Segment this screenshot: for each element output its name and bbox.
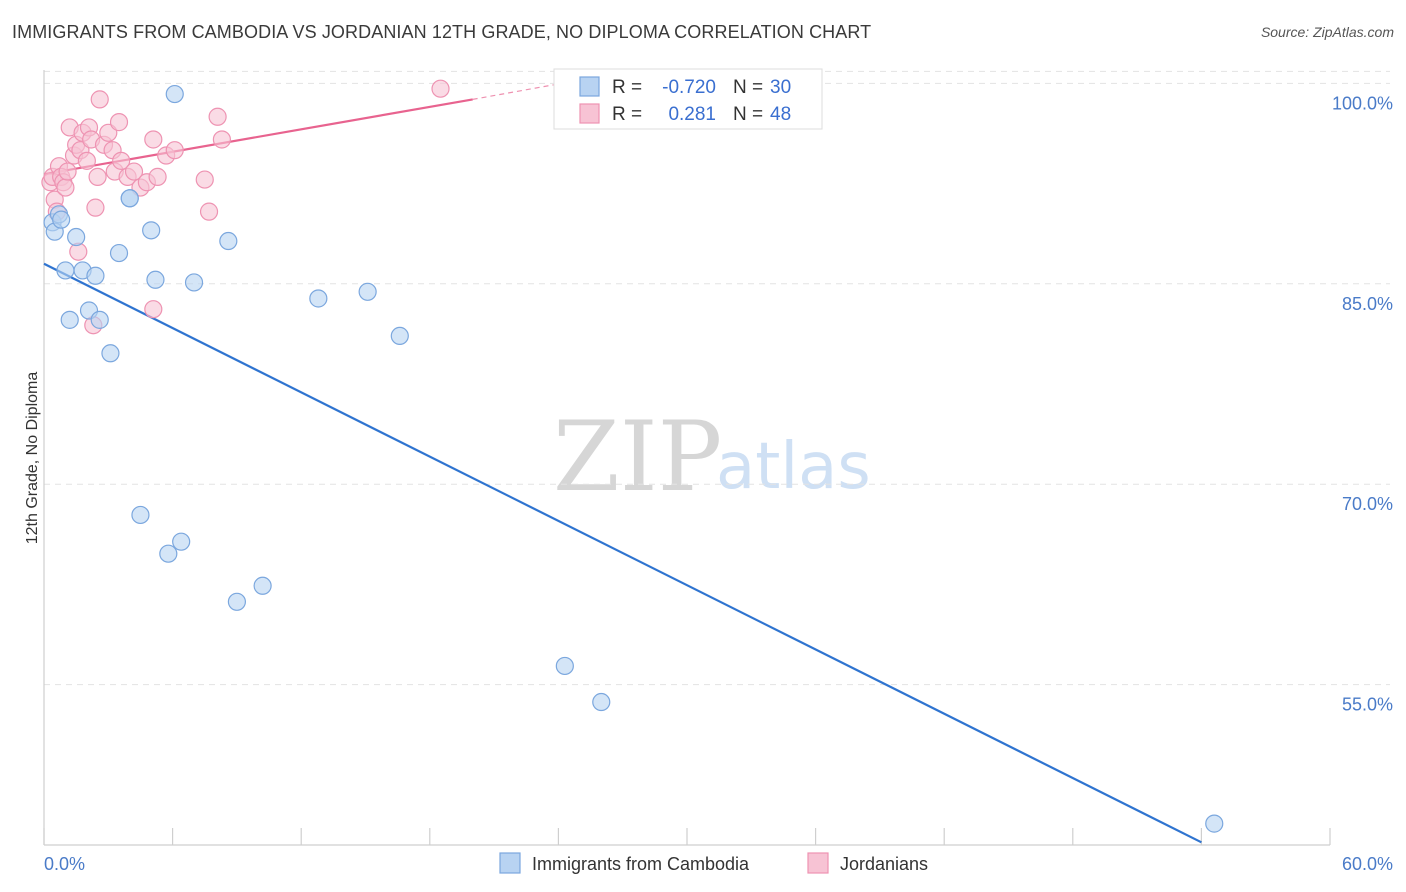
blue-data-point: [60, 310, 79, 329]
y-tick-label: 55.0%: [1342, 695, 1393, 715]
chart-title: IMMIGRANTS FROM CAMBODIA VS JORDANIAN 12…: [12, 22, 872, 42]
blue-data-point: [131, 505, 150, 525]
pink-data-point: [199, 202, 219, 221]
blue-data-point: [253, 576, 272, 595]
blue-data-point: [358, 282, 377, 301]
x-tick-label-max: 60.0%: [1342, 854, 1393, 874]
blue-data-point: [219, 231, 238, 251]
stats-legend: R = -0.720 N = 30 R = 0.281 N = 48: [553, 68, 823, 130]
legend-r-value-1: -0.720: [662, 77, 716, 98]
pink-data-point: [195, 170, 214, 189]
pink-data-point: [86, 198, 105, 217]
blue-data-point: [1205, 814, 1224, 833]
gridlines: [44, 70, 1390, 686]
legend-n-value-2: 48: [770, 104, 791, 125]
blue-data-point: [142, 221, 161, 240]
pink-data-point: [144, 130, 163, 149]
x-tick-label-min: 0.0%: [44, 854, 85, 874]
jordanians-points: [41, 79, 450, 335]
blue-data-point: [184, 273, 204, 292]
legend-r-label-2: R =: [612, 104, 642, 125]
series-legend-swatch-blue: [499, 852, 521, 874]
blue-data-point: [120, 189, 139, 208]
legend-n-label-1: N =: [733, 77, 763, 98]
blue-data-point: [52, 210, 71, 229]
blue-data-point: [159, 544, 178, 563]
legend-swatch-pink: [579, 103, 600, 124]
blue-data-point: [592, 692, 611, 712]
pink-data-point: [124, 162, 144, 181]
pink-data-point: [99, 123, 118, 142]
cambodia-points: [43, 84, 1224, 833]
pink-trend-extension: [472, 81, 570, 100]
pink-data-point: [56, 178, 75, 197]
blue-data-point: [172, 532, 191, 551]
watermark-atlas: atlas: [716, 430, 871, 504]
blue-data-point: [109, 243, 129, 263]
blue-data-point: [90, 310, 109, 329]
watermark-zip: ZIP: [553, 401, 722, 513]
pink-data-point: [431, 79, 450, 98]
pink-data-point: [112, 151, 131, 170]
blue-data-point: [101, 344, 120, 363]
legend-r-value-2: 0.281: [668, 104, 716, 125]
pink-data-point: [208, 107, 227, 126]
pink-data-point: [165, 141, 184, 160]
y-tick-label: 85.0%: [1342, 294, 1393, 314]
legend-r-label-1: R =: [612, 77, 642, 98]
pink-data-point: [77, 151, 96, 170]
pink-data-point: [144, 300, 163, 319]
pink-data-point: [58, 162, 77, 181]
legend-n-label-2: N =: [733, 104, 763, 125]
pink-data-point: [88, 167, 107, 186]
series-legend-label-jordanians: Jordanians: [840, 854, 928, 874]
y-axis-title: 12th Grade, No Diploma: [24, 372, 41, 545]
blue-data-point: [67, 227, 86, 247]
blue-data-point: [146, 270, 165, 289]
series-legend-swatch-pink: [807, 852, 829, 874]
pink-data-point: [148, 167, 167, 186]
blue-data-point: [227, 592, 246, 611]
blue-data-point: [86, 266, 105, 285]
x-ticks: [43, 828, 1331, 845]
blue-data-point: [165, 84, 184, 104]
legend-n-value-1: 30: [770, 77, 791, 98]
blue-data-point: [309, 289, 328, 308]
blue-data-point: [390, 326, 409, 346]
blue-data-point: [56, 261, 75, 280]
series-legend: Immigrants from Cambodia Jordanians: [499, 852, 928, 874]
blue-trend-line: [43, 262, 1202, 844]
chart-source: Source: ZipAtlas.com: [1260, 24, 1394, 40]
pink-data-point: [90, 90, 109, 109]
y-tick-labels: 55.0% 70.0% 85.0% 100.0%: [1332, 93, 1393, 714]
y-tick-label: 70.0%: [1342, 494, 1393, 514]
series-legend-label-cambodia: Immigrants from Cambodia: [532, 854, 750, 874]
y-tick-label: 100.0%: [1332, 93, 1393, 113]
blue-data-point: [555, 656, 574, 676]
legend-swatch-blue: [579, 76, 600, 97]
pink-data-point: [109, 113, 129, 132]
pink-data-point: [212, 130, 231, 149]
